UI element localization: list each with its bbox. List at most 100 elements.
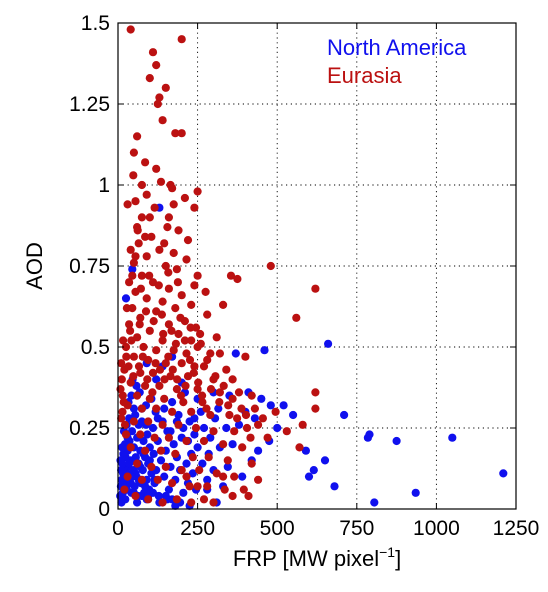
data-point (171, 449, 180, 458)
data-point (177, 35, 186, 44)
data-point (206, 410, 215, 420)
data-point (168, 407, 177, 416)
data-point (301, 446, 310, 455)
data-point (193, 482, 202, 491)
data-point (156, 177, 166, 186)
data-point (193, 385, 202, 394)
data-point (145, 271, 154, 280)
data-point (241, 410, 251, 420)
data-point (125, 278, 134, 287)
data-point (155, 93, 164, 102)
data-point (180, 193, 189, 203)
data-point (147, 462, 156, 471)
data-point (126, 245, 135, 254)
data-point (260, 346, 269, 355)
data-point (168, 184, 177, 193)
data-point (228, 440, 237, 449)
data-point (152, 346, 161, 355)
data-point (152, 404, 161, 413)
x-tick-label: 1000 (413, 517, 460, 540)
data-point (173, 278, 182, 287)
data-point (148, 388, 157, 397)
y-tick-label: 1.5 (81, 12, 110, 35)
data-point (137, 271, 146, 280)
data-point (266, 401, 275, 410)
data-point (147, 232, 156, 241)
data-point (147, 469, 156, 478)
data-point (181, 381, 190, 390)
data-point (141, 482, 150, 491)
data-point (169, 200, 178, 209)
data-point (222, 423, 231, 433)
data-point (137, 180, 146, 190)
data-point (203, 475, 212, 484)
data-point (134, 362, 144, 371)
data-point (174, 410, 183, 420)
data-point (199, 436, 209, 446)
data-point (148, 423, 158, 433)
data-point (133, 391, 142, 400)
data-point (156, 446, 166, 455)
data-point (196, 329, 205, 339)
data-point (188, 469, 197, 478)
scatter-points (116, 25, 508, 510)
data-point (330, 482, 339, 491)
data-point (186, 323, 195, 332)
data-point (142, 190, 151, 199)
data-point (182, 255, 191, 264)
data-point (129, 258, 138, 267)
data-point (118, 407, 127, 416)
data-point (166, 427, 175, 436)
data-point (144, 495, 153, 504)
data-point (233, 274, 242, 284)
y-tick-label: 0 (98, 498, 110, 521)
data-point (234, 388, 244, 397)
data-point (150, 433, 159, 442)
data-point (163, 223, 172, 232)
data-point (158, 420, 167, 429)
data-point (203, 310, 212, 319)
data-point (126, 479, 135, 488)
data-point (118, 443, 127, 452)
data-point (117, 414, 126, 423)
x-tick-label: 750 (339, 517, 374, 540)
data-point (127, 427, 137, 436)
data-point (304, 472, 314, 481)
data-point (215, 388, 224, 397)
data-point (129, 417, 138, 426)
data-point (180, 336, 189, 345)
data-point (282, 427, 291, 436)
x-tick-label: 1250 (493, 517, 540, 540)
data-point (250, 404, 259, 413)
data-point (141, 307, 151, 316)
data-point (151, 359, 160, 368)
data-point (129, 171, 138, 180)
data-point (118, 391, 127, 400)
data-point (241, 352, 250, 361)
x-tick-label: 0 (112, 517, 124, 540)
data-point (126, 378, 135, 387)
x-axis-label: FRP [MW pixel−1] (233, 544, 401, 571)
data-point (155, 365, 165, 374)
data-point (171, 339, 180, 348)
data-point (187, 300, 196, 309)
data-point (206, 385, 216, 394)
data-point (126, 443, 135, 452)
data-point (154, 281, 163, 290)
data-point (254, 446, 263, 455)
data-point (136, 430, 145, 439)
data-point (172, 265, 181, 274)
data-point (188, 453, 197, 462)
data-point (153, 414, 162, 423)
data-point (160, 404, 169, 413)
data-point (145, 326, 154, 335)
data-point (152, 61, 161, 70)
data-point (203, 482, 212, 491)
data-point (203, 355, 212, 365)
data-point (158, 297, 167, 306)
data-point (149, 449, 158, 458)
data-point (244, 491, 253, 501)
data-point (164, 284, 173, 293)
data-point (134, 239, 143, 248)
